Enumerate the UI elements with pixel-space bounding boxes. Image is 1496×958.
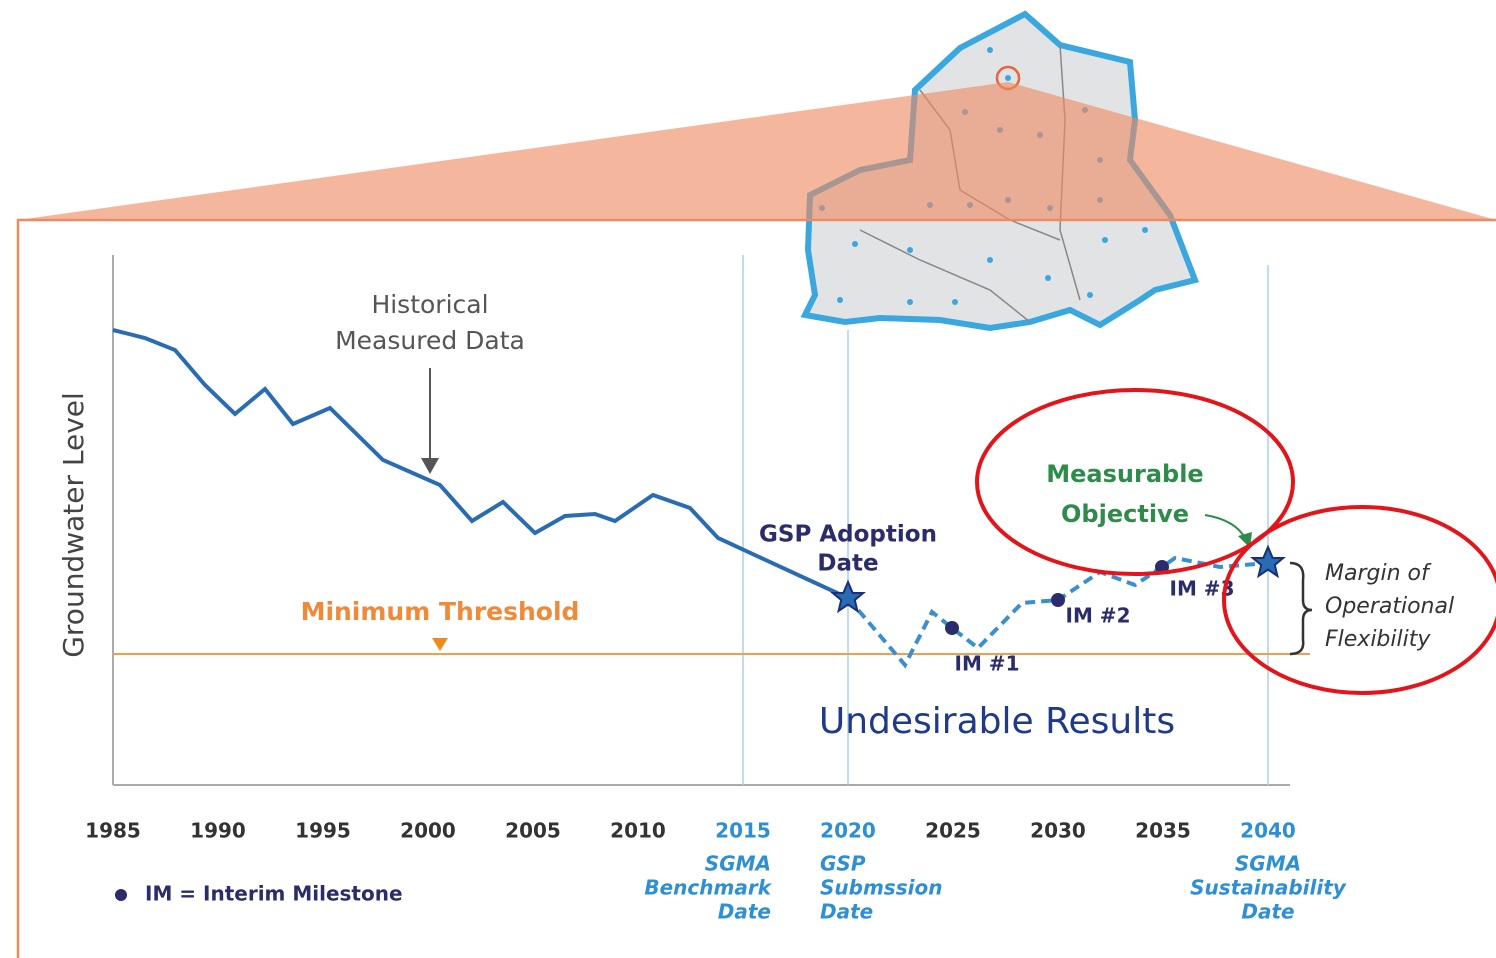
label: Flexibility [1325,627,1431,652]
highlight-circle [975,388,1295,576]
x-tick-label: 2035 [1135,819,1191,843]
x-tick-label: 2005 [505,819,561,843]
projected-line [846,555,1269,669]
threshold-marker [432,638,448,651]
label: Margin of [1325,561,1432,586]
label: Measured Data [335,326,525,355]
label: Objective [1061,500,1189,528]
x-tick-label: 2030 [1030,819,1086,843]
milestone-label: Benchmark [644,876,772,900]
x-tick-label: 2040 [1240,819,1296,843]
label: Operational [1325,594,1454,619]
x-tick-label: 2025 [925,819,981,843]
milestone-lines [742,255,1269,785]
star [1250,544,1286,579]
frame [16,218,1496,958]
milestone-label: SGMA [1235,852,1301,876]
star [830,579,866,614]
y-axis-label: Groundwater Level [57,392,90,658]
label: Measurable [1046,460,1203,488]
milestone-label: SGMA [705,852,771,876]
x-tick-label: 2010 [610,819,666,843]
label: IM #2 [1066,604,1131,628]
historical-line [112,328,849,600]
zoom-triangle [18,82,1496,220]
label: Undesirable Results [819,701,1175,742]
label: Date [817,551,878,577]
x-tick-label: 1995 [295,819,351,843]
label: Minimum Threshold [301,597,580,626]
milestone-label: Date [820,900,873,924]
x-tick-label: 1990 [190,819,246,843]
brace [1289,561,1313,656]
x-tick-label: 2000 [400,819,456,843]
milestone-label: GSP [820,852,866,876]
x-tick-label: 1985 [85,819,141,843]
arrow-head [421,458,439,474]
milestone-label: Date [718,900,771,924]
milestone-label: Sustainability [1190,876,1347,900]
legend: IM = Interim Milestone [145,882,403,906]
milestone-label: Date [1241,900,1294,924]
highlight-circle [1222,505,1496,695]
label: IM #1 [955,652,1020,676]
x-tick-label: 2015 [715,819,771,843]
label: Historical [371,290,488,319]
label: GSP Adoption [759,522,937,548]
objective-arrow [1204,514,1246,539]
x-tick-label: 2020 [820,819,876,843]
milestone-label: Submssion [820,876,942,900]
